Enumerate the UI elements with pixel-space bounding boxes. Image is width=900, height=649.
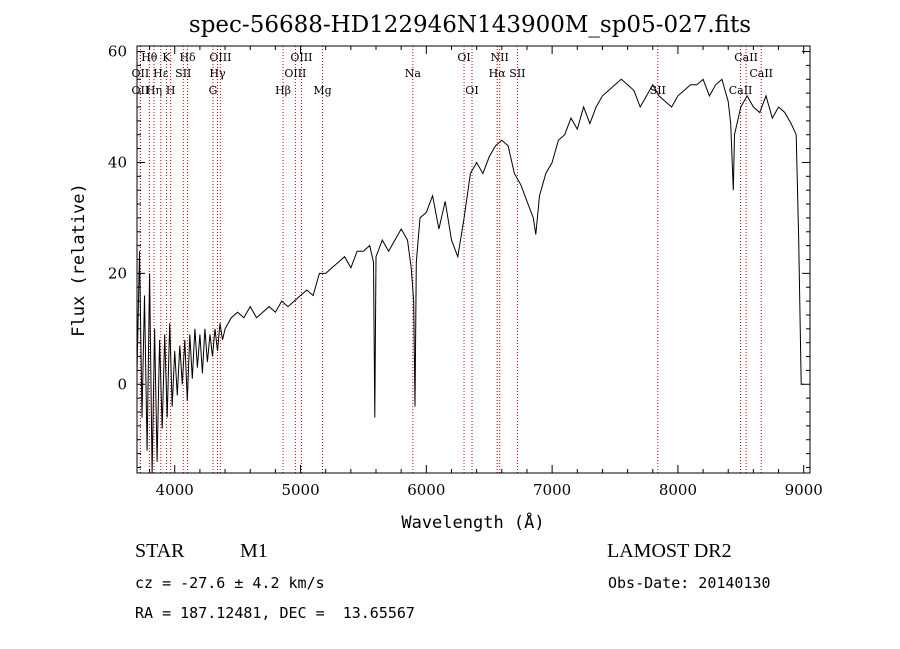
line-marker-label-5: Hη <box>146 84 162 97</box>
line-marker-label-6: H <box>166 84 176 97</box>
line-marker-label-21: SII <box>509 67 525 80</box>
line-marker-label-19: NII <box>491 51 509 64</box>
line-marker-label-23: CaII <box>734 51 758 64</box>
y-tick-label-1: 20 <box>108 264 127 282</box>
line-marker-label-14: OIII <box>284 67 306 80</box>
line-marker-label-16: Na <box>405 67 422 80</box>
x-tick-label-4: 8000 <box>659 481 697 499</box>
axis-ticks: 4000 5000 6000 7000 8000 9000 0 20 40 60 <box>108 43 823 499</box>
line-marker-label-10: Hγ <box>209 67 226 80</box>
line-marker-label-11: G <box>209 84 218 97</box>
line-marker-label-24: CaII <box>749 67 773 80</box>
y-tick-label-2: 40 <box>108 153 127 171</box>
line-marker-label-12: Hβ <box>275 84 291 97</box>
line-marker-label-0: Hθ <box>141 51 158 64</box>
spectrum-line-0 <box>136 78 804 474</box>
y-axis-label: Flux (relative) <box>69 183 89 337</box>
survey-name: LAMOST DR2 <box>607 540 732 562</box>
line-marker-label-8: Hδ <box>179 51 196 64</box>
x-tick-label-2: 6000 <box>407 481 445 499</box>
x-tick-label-5: 9000 <box>785 481 823 499</box>
coordinates: RA = 187.12481, DEC = 13.65567 <box>135 604 415 622</box>
redshift-velocity: cz = -27.6 ± 4.2 km/s <box>135 574 325 592</box>
plot-series <box>136 78 804 474</box>
line-marker-label-13: OIII <box>290 51 312 64</box>
plot-frame <box>136 45 811 474</box>
line-marker-label-3: K <box>162 51 171 64</box>
y-tick-label-0: 0 <box>117 375 127 393</box>
x-tick-label-1: 5000 <box>281 481 319 499</box>
x-tick-label-0: 4000 <box>156 481 194 499</box>
line-marker-label-9: OIII <box>209 51 231 64</box>
observation-date: Obs-Date: 20140130 <box>608 574 771 592</box>
line-marker-label-2: OII <box>132 84 150 97</box>
line-marker-label-17: OI <box>457 51 470 64</box>
object-subclass: M1 <box>240 540 268 562</box>
line-marker-label-18: OI <box>465 84 478 97</box>
chart-title: spec-56688-HD122946N143900M_sp05-027.fit… <box>189 12 751 38</box>
line-marker-label-15: Mg <box>313 84 331 97</box>
y-tick-label-3: 60 <box>108 43 127 61</box>
line-marker-label-20: Hα <box>489 67 507 80</box>
line-marker-label-7: SII <box>175 67 191 80</box>
object-class: STAR <box>135 540 185 562</box>
line-marker-label-25: CaII <box>729 84 753 97</box>
line-marker-label-4: Hε <box>153 67 169 80</box>
x-tick-label-3: 7000 <box>533 481 571 499</box>
x-axis-label: Wavelength (Å) <box>401 511 544 533</box>
